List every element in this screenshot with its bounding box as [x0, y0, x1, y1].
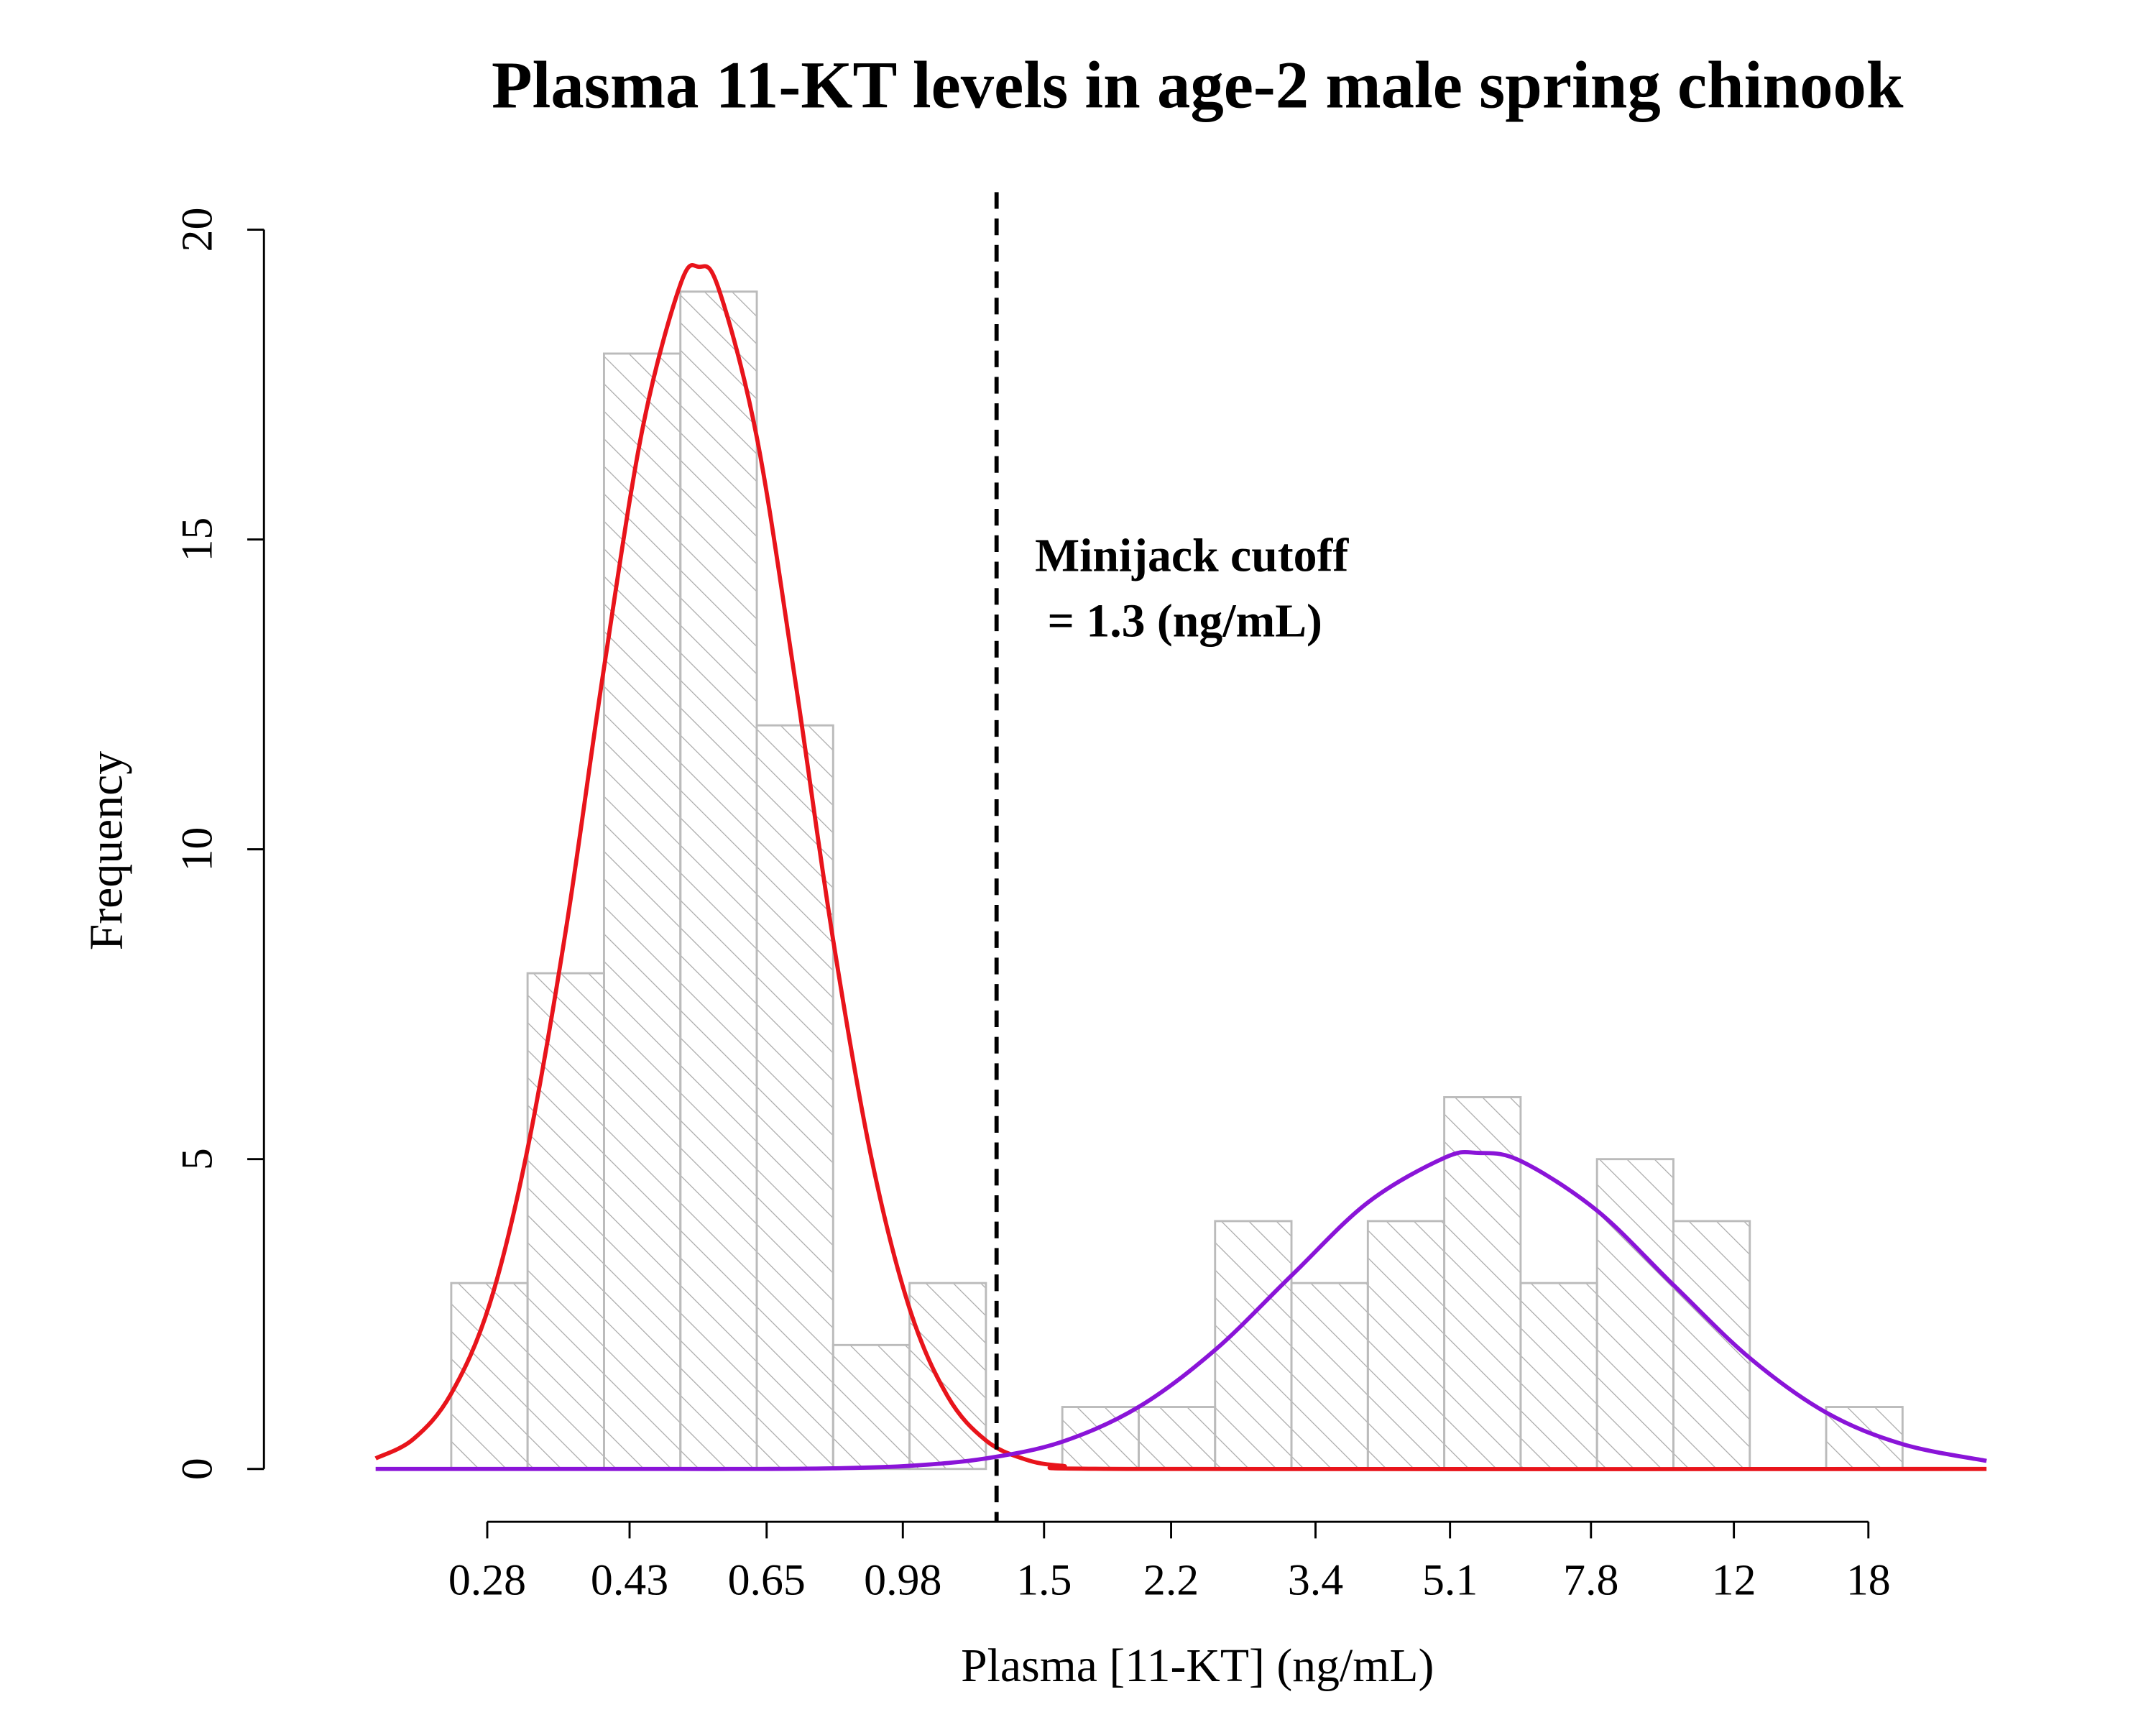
bar: [1443, 1096, 1522, 1471]
y-tick-label: 20: [172, 208, 221, 252]
x-tick-label: 0.28: [448, 1555, 526, 1604]
y-tick-label: 10: [172, 827, 221, 872]
x-tick-label: 12: [1712, 1555, 1756, 1604]
x-tick-label: 1.5: [1016, 1555, 1072, 1604]
bar: [908, 1282, 987, 1471]
bar: [1290, 1282, 1369, 1471]
x-tick-label: 2.2: [1143, 1555, 1199, 1604]
bar: [1519, 1282, 1598, 1471]
y-tick-label: 15: [172, 518, 221, 562]
bar: [1214, 1220, 1293, 1471]
bar: [1595, 1158, 1674, 1471]
bar: [679, 290, 758, 1471]
bar: [1672, 1220, 1751, 1471]
bar: [755, 724, 834, 1471]
bar: [602, 352, 682, 1471]
bar: [526, 972, 605, 1471]
y-tick-label: 0: [172, 1458, 221, 1480]
x-tick-label: 0.43: [591, 1555, 668, 1604]
bar: [831, 1343, 911, 1471]
bar: [1825, 1406, 1904, 1471]
chart-title: Plasma 11-KT levels in age-2 male spring…: [492, 48, 1904, 122]
bar: [1366, 1220, 1446, 1471]
fit-curve: [374, 263, 1987, 1471]
x-tick-label: 5.1: [1422, 1555, 1478, 1604]
x-tick-label: 7.8: [1563, 1555, 1618, 1604]
fit-curve: [375, 1150, 1987, 1471]
annotation: = 1.3 (ng/mL): [1047, 595, 1322, 648]
annotation: Minijack cutoff: [1035, 530, 1349, 582]
x-tick-label: 3.4: [1288, 1555, 1343, 1604]
x-tick-label: 0.65: [728, 1555, 806, 1604]
y-tick-label: 5: [172, 1148, 221, 1170]
y-axis-label: Frequency: [80, 751, 133, 951]
x-axis-label: Plasma [11-KT] (ng/mL): [961, 1639, 1434, 1692]
x-tick-label: 18: [1846, 1555, 1891, 1604]
x-tick-label: 0.98: [864, 1555, 941, 1604]
bar: [1138, 1406, 1217, 1471]
